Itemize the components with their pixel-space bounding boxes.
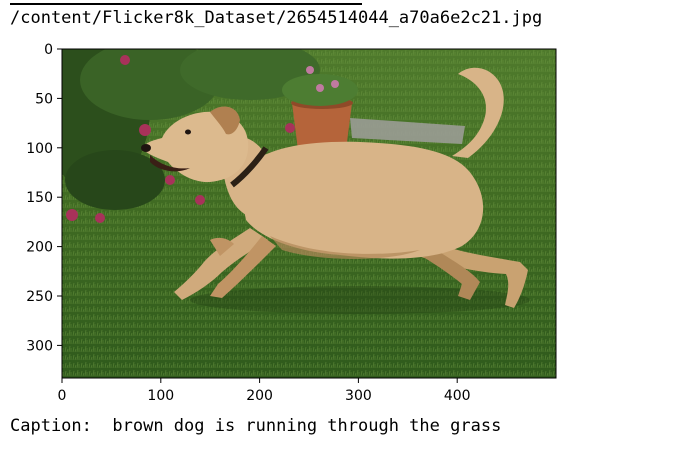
dog-photo bbox=[62, 49, 556, 378]
x-tick-label: 100 bbox=[147, 388, 174, 404]
x-tick-label: 400 bbox=[444, 388, 471, 404]
caption-output: Caption: brown dog is running through th… bbox=[10, 416, 501, 436]
y-tick-label: 100 bbox=[26, 141, 53, 157]
y-tick-label: 250 bbox=[26, 289, 53, 305]
y-tick-label: 50 bbox=[35, 91, 53, 107]
y-tick-label: 0 bbox=[44, 42, 53, 58]
top-divider bbox=[10, 3, 362, 5]
y-tick-label: 150 bbox=[26, 190, 53, 206]
image-path-text: /content/Flicker8k_Dataset/2654514044_a7… bbox=[10, 8, 543, 28]
x-tick-label: 0 bbox=[58, 388, 67, 404]
x-axis: 0 100 200 300 400 bbox=[58, 378, 471, 404]
caption-label: Caption: bbox=[10, 416, 92, 436]
caption-text: brown dog is running through the grass bbox=[112, 416, 502, 436]
y-axis: 0 50 100 150 200 250 300 bbox=[26, 42, 62, 354]
y-tick-label: 300 bbox=[26, 338, 53, 354]
axes-frame bbox=[61, 48, 557, 379]
dog-figure bbox=[141, 67, 528, 308]
x-tick-label: 300 bbox=[345, 388, 372, 404]
y-tick-label: 200 bbox=[26, 240, 53, 256]
x-tick-label: 200 bbox=[246, 388, 273, 404]
